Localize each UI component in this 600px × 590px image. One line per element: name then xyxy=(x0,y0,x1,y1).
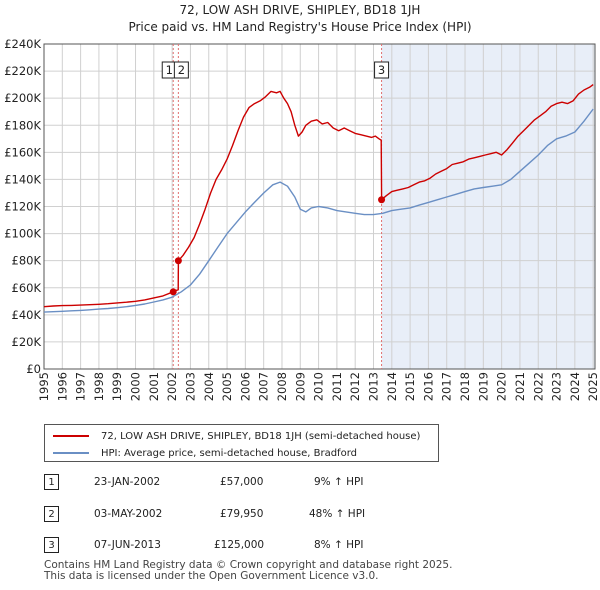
legend-item-property: 72, LOW ASH DRIVE, SHIPLEY, BD18 1JH (se… xyxy=(53,427,420,445)
x-tick-label: 2020 xyxy=(495,372,509,401)
y-tick-label: £60K xyxy=(12,281,42,295)
x-tick-label: 2015 xyxy=(403,372,417,401)
x-tick-label: 2004 xyxy=(202,372,216,401)
y-tick-label: £240K xyxy=(4,37,41,51)
sale-point xyxy=(169,288,177,296)
y-tick-label: £180K xyxy=(4,118,41,132)
sale-label-box xyxy=(374,61,390,79)
sale-price: £57,000 xyxy=(220,476,264,488)
y-tick-label: £40K xyxy=(12,308,42,322)
x-tick-label: 2003 xyxy=(183,372,197,401)
x-tick-label: 2017 xyxy=(440,372,454,401)
table-row: 2 03-MAY-2002 £79,950 48% ↑ HPI xyxy=(44,506,464,526)
x-tick-label: 2023 xyxy=(550,372,564,401)
sale-hpi: 9% ↑ HPI xyxy=(314,476,364,488)
x-tick-label: 2019 xyxy=(476,372,490,401)
x-tick-label: 2018 xyxy=(458,372,472,401)
x-tick-label: 2008 xyxy=(275,372,289,401)
sale-point xyxy=(378,196,386,204)
x-tick-label: 1999 xyxy=(110,372,124,401)
x-tick-label: 2007 xyxy=(257,372,271,401)
y-tick-label: £0 xyxy=(26,362,41,376)
plot-border xyxy=(43,43,596,370)
table-row: 3 07-JUN-2013 £125,000 8% ↑ HPI xyxy=(44,537,464,557)
chart-legend: 72, LOW ASH DRIVE, SHIPLEY, BD18 1JH (se… xyxy=(44,424,439,462)
x-tick-label: 2022 xyxy=(531,372,545,401)
hpi-line xyxy=(43,108,594,313)
x-tick-label: 1995 xyxy=(37,372,51,401)
sale-hpi: 8% ↑ HPI xyxy=(314,539,364,551)
x-tick-label: 1998 xyxy=(92,372,106,401)
property-price-line xyxy=(43,84,594,308)
legend-blue-line xyxy=(53,452,89,454)
y-tick-label: £120K xyxy=(4,200,41,214)
y-tick-label: £20K xyxy=(12,335,42,349)
sale-price: £125,000 xyxy=(214,539,265,551)
footer-attribution: Contains HM Land Registry data © Crown c… xyxy=(44,560,452,582)
legend-hpi-label: HPI: Average price, semi-detached house,… xyxy=(101,447,357,459)
sale-label: 2 xyxy=(178,63,185,77)
sale-hpi: 48% ↑ HPI xyxy=(309,508,366,520)
x-tick-label: 2021 xyxy=(513,372,527,401)
table-row: 1 23-JAN-2002 £57,000 9% ↑ HPI xyxy=(44,474,464,494)
sale-label-box xyxy=(173,61,189,79)
sale-date: 23-JAN-2002 xyxy=(94,476,161,488)
y-tick-label: £160K xyxy=(4,145,41,159)
sale-point xyxy=(174,257,182,265)
x-tick-label: 2013 xyxy=(367,372,381,401)
x-tick-label: 2010 xyxy=(312,372,326,401)
y-tick-label: £220K xyxy=(4,64,41,78)
sale-label: 1 xyxy=(166,63,173,77)
legend-red-line xyxy=(53,435,89,437)
footer-line-2: This data is licensed under the Open Gov… xyxy=(44,570,379,582)
x-tick-label: 2009 xyxy=(293,372,307,401)
x-tick-label: 2025 xyxy=(586,372,600,401)
legend-property-label: 72, LOW ASH DRIVE, SHIPLEY, BD18 1JH (se… xyxy=(101,430,421,442)
y-tick-label: £140K xyxy=(4,172,41,186)
sale-price: £79,950 xyxy=(220,508,264,520)
x-tick-label: 1997 xyxy=(74,372,88,401)
sale-number-badge: 1 xyxy=(44,474,59,490)
sale-date: 03-MAY-2002 xyxy=(94,508,163,520)
x-tick-label: 2011 xyxy=(330,372,344,401)
y-tick-label: £200K xyxy=(4,91,41,105)
y-tick-label: £100K xyxy=(4,227,41,241)
sale-number-badge: 2 xyxy=(44,506,59,522)
x-tick-label: 2014 xyxy=(385,372,399,401)
x-tick-label: 2002 xyxy=(165,372,179,401)
y-tick-label: £80K xyxy=(12,254,42,268)
chart-subtitle: Price paid vs. HM Land Registry's House … xyxy=(128,20,471,34)
sale-date: 07-JUN-2013 xyxy=(94,539,161,551)
chart-title: 72, LOW ASH DRIVE, SHIPLEY, BD18 1JH xyxy=(180,3,421,17)
x-tick-label: 2012 xyxy=(348,372,362,401)
x-tick-label: 2016 xyxy=(421,372,435,401)
price-chart: 72, LOW ASH DRIVE, SHIPLEY, BD18 1JH Pri… xyxy=(4,3,600,401)
x-tick-label: 2001 xyxy=(147,372,161,401)
x-tick-label: 1996 xyxy=(55,372,69,401)
x-tick-label: 2024 xyxy=(568,372,582,401)
legend-item-hpi: HPI: Average price, semi-detached house,… xyxy=(53,444,357,462)
footer-line-1: Contains HM Land Registry data © Crown c… xyxy=(44,559,453,571)
x-tick-label: 2000 xyxy=(129,372,143,401)
sale-number-badge: 3 xyxy=(44,537,59,553)
x-tick-label: 2005 xyxy=(220,372,234,401)
sale-label: 3 xyxy=(378,63,385,77)
x-tick-label: 2006 xyxy=(238,372,252,401)
